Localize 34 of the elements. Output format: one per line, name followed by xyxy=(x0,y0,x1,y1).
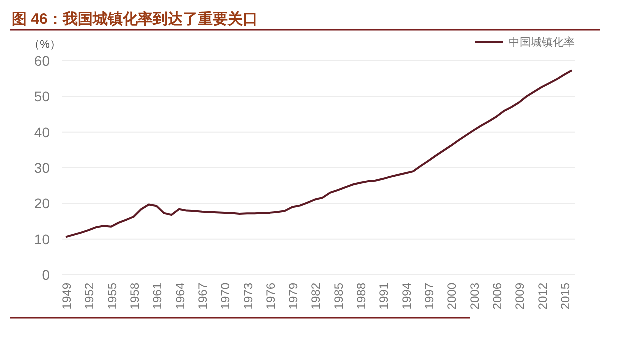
x-tick-label: 1958 xyxy=(128,282,142,310)
x-tick-label: 2012 xyxy=(536,282,550,310)
x-tick-label: 1994 xyxy=(400,282,414,310)
y-tick-label: 10 xyxy=(34,231,50,248)
x-tick-label: 1991 xyxy=(377,282,392,310)
x-tick-label: 2000 xyxy=(445,282,460,310)
x-tick-label: 1955 xyxy=(105,282,120,310)
y-axis-title: （%） xyxy=(29,39,61,51)
x-tick-label: 1997 xyxy=(422,282,437,310)
legend-label: 中国城镇化率 xyxy=(509,36,575,49)
x-tick-label: 2015 xyxy=(558,282,572,310)
y-tick-label: 30 xyxy=(34,160,50,176)
y-tick-label: 20 xyxy=(34,196,50,212)
chart-title: 图 46：我国城镇化率到达了重要关口 xyxy=(12,10,258,28)
y-tick-label: 40 xyxy=(34,124,50,140)
y-tick-label: 60 xyxy=(34,53,50,69)
x-tick-label: 2006 xyxy=(490,282,504,310)
y-tick-label: 50 xyxy=(34,88,50,105)
x-tick-label: 1949 xyxy=(60,282,74,310)
x-tick-label: 2003 xyxy=(468,282,482,310)
x-tick-label: 1952 xyxy=(82,282,97,310)
x-tick-label: 1982 xyxy=(309,282,324,310)
x-tick-label: 1973 xyxy=(241,282,256,310)
x-tick-label: 1985 xyxy=(332,282,346,310)
x-tick-label: 1967 xyxy=(196,282,210,310)
x-tick-label: 1976 xyxy=(264,282,278,310)
x-tick-label: 1961 xyxy=(150,282,165,310)
x-tick-label: 1988 xyxy=(354,282,369,310)
x-tick-label: 1964 xyxy=(173,282,188,310)
y-tick-label: 0 xyxy=(42,267,50,283)
x-tick-label: 1970 xyxy=(218,282,233,310)
line-series xyxy=(65,70,573,238)
x-tick-label: 2009 xyxy=(513,282,528,310)
x-tick-label: 1979 xyxy=(286,282,301,310)
